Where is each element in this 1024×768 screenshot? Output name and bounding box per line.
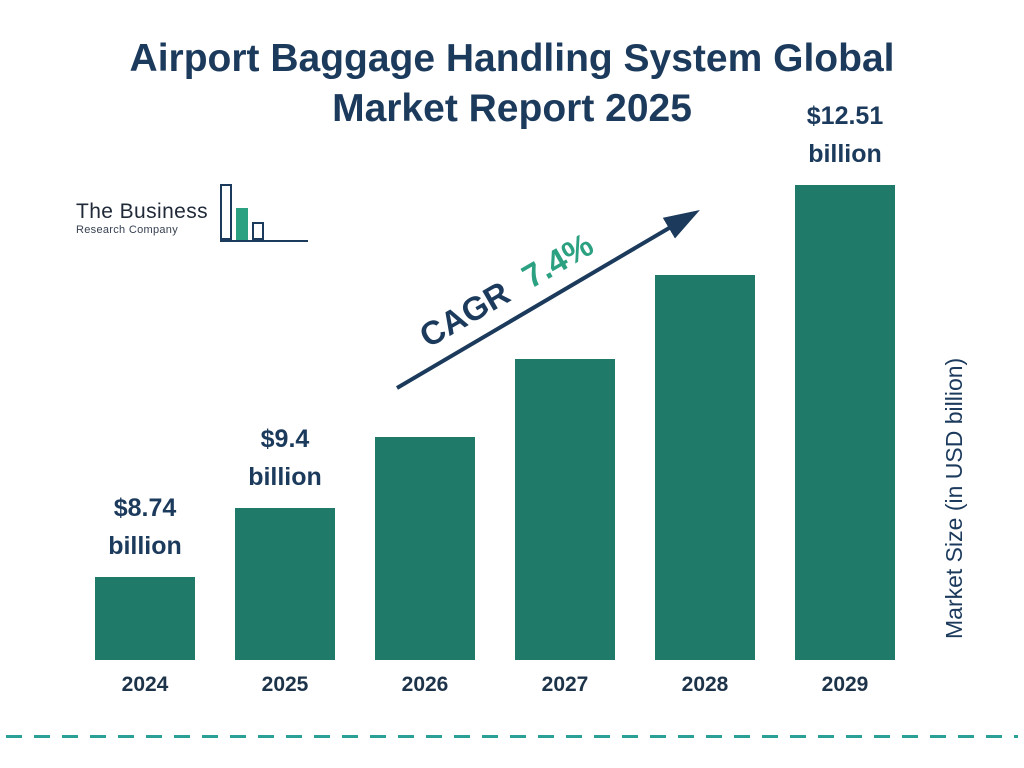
page-title: Airport Baggage Handling System Global M… (0, 34, 1024, 134)
logo-bar-icon (220, 184, 233, 240)
bar-column-2027: 2027 (495, 359, 635, 698)
bar-value-unit: billion (248, 463, 322, 491)
bar-value-unit: billion (808, 140, 882, 168)
bar-2026 (375, 437, 475, 660)
logo-bars-icon (220, 184, 309, 242)
y-axis-label: Market Size (in USD billion) (941, 357, 967, 639)
x-axis-tick-2024: 2024 (121, 673, 169, 696)
bar-2027 (515, 359, 615, 660)
bar-column-2028: 2028 (635, 275, 775, 698)
x-axis-tick-2026: 2026 (401, 673, 449, 696)
logo-bar-icon (236, 208, 249, 240)
bar-2029 (795, 185, 895, 660)
bar-value-unit: billion (108, 532, 182, 560)
bar-column-2026: 2026 (355, 437, 495, 698)
logo: The Business Research Company (76, 184, 309, 242)
logo-bar-icon (252, 222, 265, 240)
bar-2024 (95, 577, 195, 660)
bar-value-label-2029: $12.51 billion (807, 97, 883, 173)
page-title-line1: Airport Baggage Handling System Global (129, 37, 895, 80)
bar-column-2029: $12.51 billion 2029 (775, 97, 915, 698)
bar-chart: $8.74 billion 2024 $9.4 billion 2025 2026 2027 2… (75, 98, 915, 698)
x-axis-tick-2025: 2025 (261, 673, 309, 696)
bottom-dashed-divider (6, 735, 1018, 738)
bar-value-label-2025: $9.4 billion (248, 420, 322, 496)
bar-column-2024: $8.74 billion 2024 (75, 489, 215, 698)
bar-2028 (655, 275, 755, 660)
bar-column-2025: $9.4 billion 2025 (215, 420, 355, 698)
logo-text: The Business Research Company (76, 200, 208, 236)
x-axis-tick-2027: 2027 (541, 673, 589, 696)
bar-value-amount: $8.74 (113, 494, 177, 522)
bar-value-amount: $9.4 (260, 425, 310, 453)
bar-value-amount: $12.51 (806, 102, 884, 130)
bar-2025 (235, 508, 335, 660)
x-axis-tick-2028: 2028 (681, 673, 729, 696)
logo-name: The Business (76, 200, 209, 223)
logo-subname: Research Company (76, 224, 179, 236)
bar-value-label-2024: $8.74 billion (108, 489, 182, 565)
page-title-line2: Market Report 2025 (332, 86, 692, 130)
x-axis-tick-2029: 2029 (821, 673, 869, 696)
